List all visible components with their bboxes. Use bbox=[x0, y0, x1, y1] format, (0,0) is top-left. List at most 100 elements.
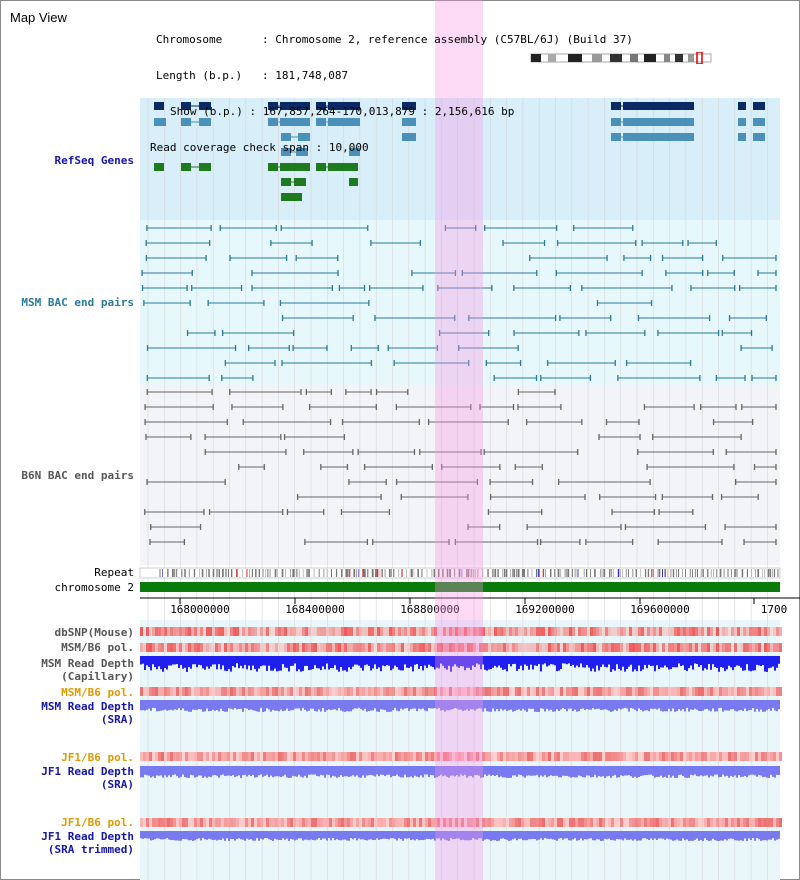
msm-depth-cap-bar bbox=[720, 656, 722, 668]
msm-b6-pol-label-2[interactable]: MSM/B6 pol. bbox=[61, 686, 134, 699]
msm-depth-sra-bar bbox=[526, 700, 528, 712]
jf1-depth-sra-bar bbox=[284, 766, 286, 775]
msm-b6-pol-strip bbox=[485, 643, 488, 652]
msm-b6-pol-strip bbox=[470, 643, 473, 652]
msm-depth-sra-bar bbox=[246, 700, 248, 709]
jf1-read-depth-trim-label[interactable]: JF1 Read Depth bbox=[41, 830, 134, 843]
jf1-depth-sra-bar bbox=[636, 766, 638, 778]
msm-b6-pol-strip bbox=[500, 643, 503, 652]
dbsnp-strip bbox=[419, 627, 422, 636]
jf1-b6-pol-strip-2 bbox=[425, 818, 428, 827]
msm-depth-cap-bar bbox=[164, 656, 166, 669]
dbsnp-strip bbox=[353, 627, 356, 636]
msm-depth-cap-bar bbox=[570, 656, 572, 667]
msm-depth-cap-bar bbox=[430, 656, 432, 667]
msm-bac-label[interactable]: MSM BAC end pairs bbox=[21, 296, 134, 309]
jf1-b6-pol-strip bbox=[770, 752, 773, 761]
msm-depth-sra-bar bbox=[218, 700, 220, 712]
msm-depth-sra-bar bbox=[416, 700, 418, 712]
jf1-depth-trim-bar bbox=[714, 831, 716, 841]
jf1-b6-pol-label[interactable]: JF1/B6 pol. bbox=[61, 751, 134, 764]
msm-b6-pol-strip-2 bbox=[401, 687, 404, 696]
msm-b6-pol-strip-2 bbox=[635, 687, 638, 696]
msm-depth-sra-bar bbox=[606, 700, 608, 710]
jf1-depth-trim-bar bbox=[148, 831, 150, 839]
jf1-b6-pol-strip-2 bbox=[533, 818, 536, 827]
jf1-depth-trim-bar bbox=[638, 831, 640, 841]
jf1-depth-trim-bar bbox=[560, 831, 562, 839]
jf1-b6-pol-strip-2 bbox=[698, 818, 701, 827]
msm-b6-pol-strip-2 bbox=[392, 687, 395, 696]
jf1-b6-pol-strip bbox=[164, 752, 167, 761]
jf1-read-depth-sra-label[interactable]: JF1 Read Depth bbox=[41, 765, 134, 778]
gene-exon bbox=[623, 118, 682, 126]
dbsnp-strip bbox=[377, 627, 380, 636]
jf1-depth-trim-bar bbox=[438, 831, 440, 839]
dbsnp-label[interactable]: dbSNP(Mouse) bbox=[54, 626, 134, 639]
msm-b6-pol-label[interactable]: MSM/B6 pol. bbox=[61, 641, 134, 654]
jf1-depth-trim-bar bbox=[418, 831, 420, 841]
msm-depth-sra-bar bbox=[480, 700, 482, 709]
dbsnp-strip bbox=[575, 627, 578, 636]
jf1-b6-pol-strip-2 bbox=[353, 818, 356, 827]
dbsnp-strip bbox=[452, 627, 455, 636]
msm-depth-cap-bar bbox=[672, 656, 674, 668]
msm-depth-sra-bar bbox=[552, 700, 554, 712]
msm-depth-sra-bar bbox=[592, 700, 594, 709]
dbsnp-strip bbox=[359, 627, 362, 636]
msm-b6-pol-strip bbox=[467, 643, 470, 652]
msm-b6-pol-strip-2 bbox=[350, 687, 353, 696]
gene-exon bbox=[280, 118, 298, 126]
jf1-b6-pol-strip-2 bbox=[638, 818, 641, 827]
dbsnp-strip bbox=[239, 627, 242, 636]
msm-depth-sra-bar bbox=[666, 700, 668, 712]
jf1-depth-trim-bar bbox=[668, 831, 670, 840]
b6n-bac-label[interactable]: B6N BAC end pairs bbox=[21, 469, 134, 482]
dbsnp-strip bbox=[494, 627, 497, 636]
jf1-depth-sra-bar bbox=[302, 766, 304, 778]
jf1-b6-pol-strip-2 bbox=[470, 818, 473, 827]
msm-b6-pol-strip-2 bbox=[335, 687, 338, 696]
refseq-genes-label[interactable]: RefSeq Genes bbox=[54, 154, 134, 167]
msm-depth-sra-bar bbox=[314, 700, 316, 712]
selected-region-highlight[interactable] bbox=[435, 0, 483, 880]
jf1-depth-trim-bar bbox=[188, 831, 190, 841]
jf1-depth-sra-bar bbox=[672, 766, 674, 776]
axis-tick-label: 169200000 bbox=[515, 603, 575, 616]
chromosome-ideogram[interactable] bbox=[530, 52, 712, 64]
msm-depth-cap-bar bbox=[458, 656, 460, 668]
jf1-depth-sra-bar bbox=[162, 766, 164, 778]
dbsnp-strip bbox=[518, 627, 521, 636]
jf1-depth-sra-bar bbox=[354, 766, 356, 777]
msm-depth-cap-bar bbox=[612, 656, 614, 670]
jf1-b6-pol-strip bbox=[374, 752, 377, 761]
jf1-depth-trim-bar bbox=[774, 831, 776, 841]
jf1-depth-trim-bar bbox=[518, 831, 520, 839]
jf1-depth-sra-bar bbox=[198, 766, 200, 776]
msm-b6-pol-strip-2 bbox=[257, 687, 260, 696]
msm-depth-sra-bar bbox=[580, 700, 582, 709]
jf1-depth-sra-bar bbox=[154, 766, 156, 778]
msm-depth-cap-bar bbox=[604, 656, 606, 667]
msm-depth-cap-bar bbox=[346, 656, 348, 672]
msm-depth-cap-bar bbox=[592, 656, 594, 669]
jf1-b6-pol-label-2[interactable]: JF1/B6 pol. bbox=[61, 816, 134, 829]
jf1-depth-sra-bar bbox=[486, 766, 488, 776]
msm-read-depth-cap-label[interactable]: MSM Read Depth bbox=[41, 657, 134, 670]
jf1-b6-pol-strip-2 bbox=[146, 818, 149, 827]
msm-b6-pol-strip-2 bbox=[620, 687, 623, 696]
msm-depth-sra-bar bbox=[320, 700, 322, 712]
dbsnp-strip bbox=[266, 627, 269, 636]
msm-depth-sra-bar bbox=[560, 700, 562, 710]
dbsnp-strip bbox=[212, 627, 215, 636]
msm-b6-pol-strip-2 bbox=[689, 687, 692, 696]
msm-depth-cap-bar bbox=[542, 656, 544, 665]
msm-b6-pol-strip-2 bbox=[656, 687, 659, 696]
msm-b6-pol-strip-2 bbox=[245, 687, 248, 696]
msm-depth-cap-bar bbox=[424, 656, 426, 666]
msm-depth-cap-bar bbox=[218, 656, 220, 665]
msm-b6-pol-strip-2 bbox=[152, 687, 155, 696]
jf1-b6-pol-strip bbox=[512, 752, 515, 761]
msm-read-depth-sra-label[interactable]: MSM Read Depth bbox=[41, 700, 134, 713]
jf1-depth-trim-bar bbox=[400, 831, 402, 840]
